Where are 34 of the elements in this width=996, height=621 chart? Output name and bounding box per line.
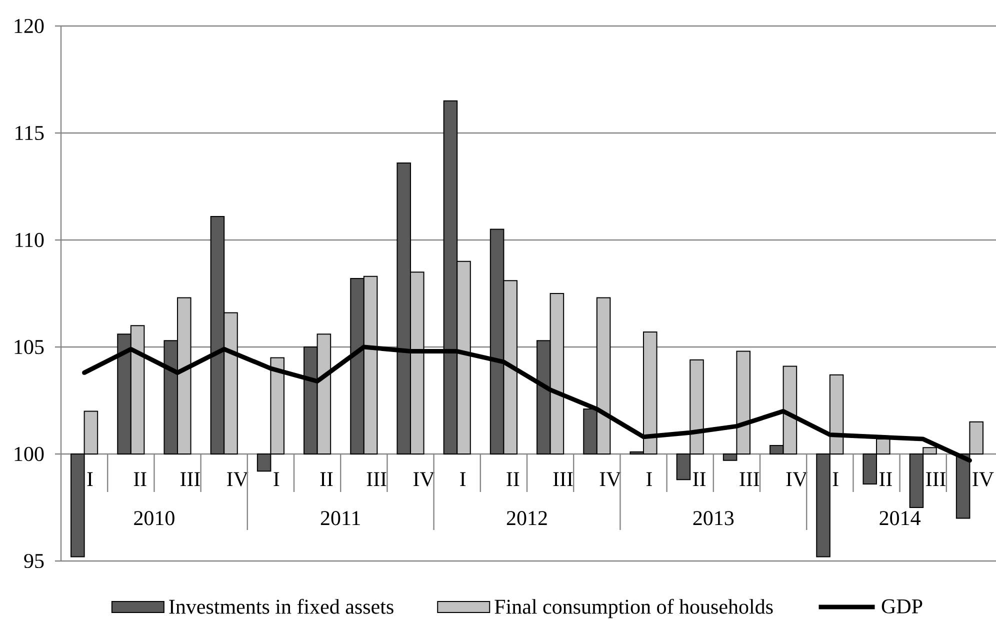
y-tick-label: 105 <box>14 340 44 354</box>
x-tick-label: I <box>274 472 280 486</box>
x-tick-label: III <box>926 472 946 486</box>
annotation: 2011 <box>320 511 360 526</box>
x-tick-label: IV <box>972 472 994 486</box>
x-tick-label: I <box>646 472 652 486</box>
x-tick-label: II <box>506 472 520 486</box>
x-tick-label: III <box>740 472 760 486</box>
annotation: 2012 <box>506 511 547 526</box>
x-tick-label: III <box>366 472 386 486</box>
y-tick-label: 100 <box>14 446 44 462</box>
x-tick-label: III <box>180 472 200 486</box>
x-tick-label: IV <box>600 472 622 486</box>
legend-label: Final consumption of households <box>494 598 773 618</box>
y-tick-label: 95 <box>24 554 44 568</box>
x-tick-label: IV <box>413 472 435 486</box>
legend-label: GDP <box>882 599 922 614</box>
y-tick-label: 120 <box>14 18 44 34</box>
x-tick-label: III <box>553 472 573 486</box>
y-tick-label: 110 <box>16 232 44 248</box>
x-tick-label: II <box>693 472 706 486</box>
x-tick-label: I <box>460 472 466 486</box>
x-tick-label: I <box>832 472 838 486</box>
legend-label: Investments in fixed assets <box>169 598 394 614</box>
x-tick-label: IV <box>227 472 248 486</box>
annotation: 2013 <box>693 511 734 526</box>
x-tick-label: II <box>134 472 146 486</box>
x-tick-label: II <box>320 472 333 486</box>
x-tick-label: IV <box>786 472 808 486</box>
x-tick-label: II <box>879 472 892 486</box>
y-tick-label: 115 <box>16 126 44 140</box>
annotation: 2010 <box>134 511 174 526</box>
x-tick-label: I <box>87 472 93 486</box>
annotation: 2014 <box>880 511 920 526</box>
